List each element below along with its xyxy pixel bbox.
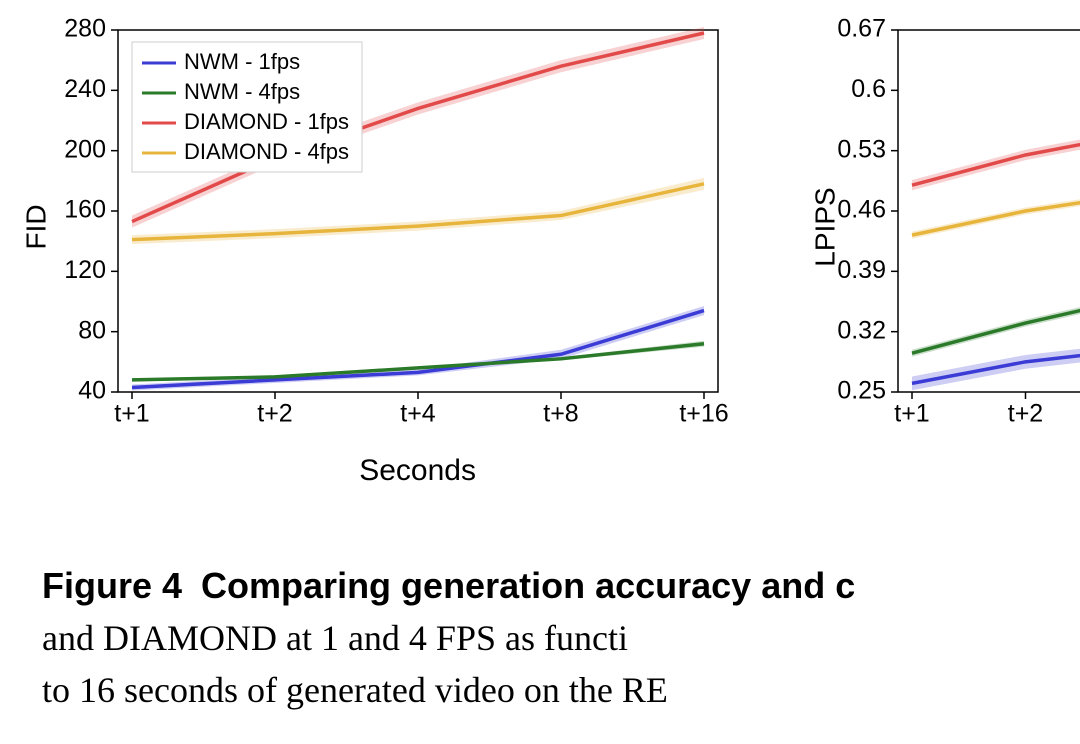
chart-row: FID 40 80 120 160 200 240 280 t+1 t+2 t+4 t+8 t+16 N…: [0, 0, 1080, 442]
svg-text:0.53: 0.53: [837, 135, 886, 163]
svg-text:240: 240: [64, 75, 106, 103]
lpips-chart: LPIPS 0.25 0.32 0.39 0.46 0.53 0.6 0.67 t+1 t+2: [780, 12, 1080, 442]
svg-text:80: 80: [78, 316, 106, 344]
fid-x-label: Seconds: [359, 454, 476, 488]
figure-caption: Figure 4 Comparing generation accuracy a…: [42, 560, 1062, 717]
fid-chart: FID 40 80 120 160 200 240 280 t+1 t+2 t+4 t+8 t+16 N…: [20, 12, 730, 442]
svg-text:0.32: 0.32: [837, 316, 886, 344]
svg-text:t+1: t+1: [114, 400, 149, 428]
caption-figure-label: Figure 4: [42, 565, 182, 606]
svg-text:t+1: t+1: [894, 400, 929, 428]
fid-plot-svg: 40 80 120 160 200 240 280 t+1 t+2 t+4 t+8 t+16 NWM -…: [20, 12, 730, 442]
svg-text:200: 200: [64, 135, 106, 163]
svg-text:t+16: t+16: [679, 400, 728, 428]
caption-line3: to 16 seconds of generated video on the …: [42, 670, 668, 710]
svg-text:DIAMOND - 4fps: DIAMOND - 4fps: [184, 139, 349, 164]
svg-text:NWM - 4fps: NWM - 4fps: [184, 79, 300, 104]
svg-text:0.6: 0.6: [851, 75, 886, 103]
svg-text:0.67: 0.67: [837, 15, 886, 43]
svg-text:t+4: t+4: [400, 400, 436, 428]
svg-text:DIAMOND - 1fps: DIAMOND - 1fps: [184, 109, 349, 134]
svg-text:40: 40: [78, 377, 106, 405]
caption-line2: and DIAMOND at 1 and 4 FPS as functi: [42, 618, 628, 658]
svg-text:120: 120: [64, 256, 106, 284]
svg-text:0.39: 0.39: [837, 256, 886, 284]
svg-text:t+2: t+2: [257, 400, 292, 428]
svg-text:0.25: 0.25: [837, 377, 886, 405]
fid-y-label: FID: [21, 204, 53, 249]
svg-text:t+8: t+8: [543, 400, 578, 428]
svg-text:280: 280: [64, 15, 106, 43]
svg-text:0.46: 0.46: [837, 196, 886, 224]
svg-text:NWM - 1fps: NWM - 1fps: [184, 49, 300, 74]
svg-text:160: 160: [64, 196, 106, 224]
svg-text:t+2: t+2: [1008, 400, 1043, 428]
caption-bold: Comparing generation accuracy and c: [201, 565, 855, 606]
lpips-y-label: LPIPS: [810, 187, 842, 266]
